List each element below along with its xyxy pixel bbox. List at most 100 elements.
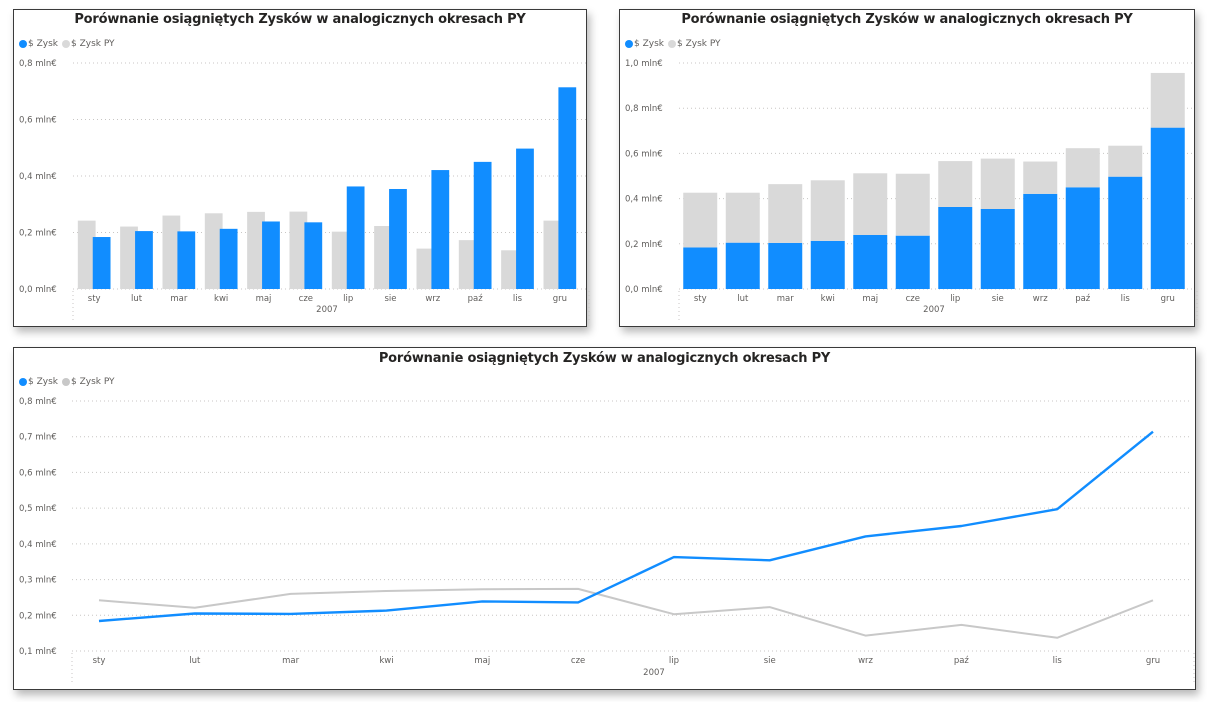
chart-plot: 0,0 mln€ 0,2 mln€ 0,4 mln€ 0,6 mln€ 0,8 mln€… xyxy=(19,59,590,321)
y-tick-label: 0,4 mln€ xyxy=(625,195,663,205)
bar-zysk-py xyxy=(980,158,1015,209)
legend-marker-zysk-py xyxy=(61,378,70,386)
legend-label: $ Zysk xyxy=(634,39,664,49)
y-tick-label: 0,7 mln€ xyxy=(19,433,57,443)
bar-zysk-py xyxy=(331,231,350,289)
bar-zysk xyxy=(1023,193,1058,289)
bar-zysk-py xyxy=(204,213,223,289)
bar-zysk-py xyxy=(162,215,181,289)
bar-zysk xyxy=(516,148,534,289)
x-tick-label: maj xyxy=(256,294,272,304)
chart-title: Porównanie osiągniętych Zysków w analogi… xyxy=(378,351,831,366)
x-tick-label: lut xyxy=(131,294,143,304)
bar-zysk-py xyxy=(1065,148,1100,188)
clustered-bar-chart-panel[interactable]: Porównanie osiągniętych Zysków w analogi… xyxy=(13,9,590,327)
legend-marker-zysk-py xyxy=(61,40,70,48)
legend-item-zysk-py[interactable]: $ Zysk PY xyxy=(61,39,115,49)
bar-zysk xyxy=(980,208,1015,289)
x-tick-label: wrz xyxy=(425,294,440,304)
bar-zysk xyxy=(346,186,365,289)
x-tick-label: kwi xyxy=(214,294,228,304)
x-tick-label: mar xyxy=(282,656,299,666)
y-tick-label: 0,8 mln€ xyxy=(19,59,57,69)
bar-zysk-py xyxy=(895,173,930,236)
bar-zysk-py xyxy=(247,211,265,289)
y-tick-label: 0,0 mln€ xyxy=(19,285,57,295)
x-axis-label: 2007 xyxy=(923,305,945,315)
x-tick-label: gru xyxy=(1146,656,1160,666)
y-tick-label: 0,8 mln€ xyxy=(19,397,57,407)
x-tick-label: cze xyxy=(906,294,920,304)
bar-zysk-py xyxy=(77,220,96,289)
y-tick-label: 0,6 mln€ xyxy=(19,116,57,126)
bar-zysk-py xyxy=(501,250,519,289)
legend-label: $ Zysk xyxy=(28,39,58,49)
bar-zysk xyxy=(177,231,196,289)
bar-zysk xyxy=(304,222,323,289)
x-tick-label: lut xyxy=(737,294,749,304)
bar-zysk-py xyxy=(853,173,888,235)
chart-title: Porównanie osiągniętych Zysków w analogi… xyxy=(74,12,526,27)
stacked-bar-chart-panel[interactable]: Porównanie osiągniętych Zysków w analogi… xyxy=(619,9,1198,327)
line-chart-panel[interactable]: Porównanie osiągniętych Zysków w analogi… xyxy=(13,347,1196,690)
y-tick-label: 0,6 mln€ xyxy=(625,149,663,159)
bar-zysk xyxy=(431,170,450,289)
bar-zysk xyxy=(92,237,111,289)
legend-item-zysk[interactable]: $ Zysk xyxy=(625,39,664,49)
x-tick-label: sie xyxy=(384,294,396,304)
bar-zysk xyxy=(725,242,760,289)
x-tick-label: sie xyxy=(764,656,776,666)
x-tick-label: paź xyxy=(468,294,484,304)
y-tick-label: 0,2 mln€ xyxy=(19,229,57,239)
legend-item-zysk-py[interactable]: $ Zysk PY xyxy=(61,377,115,387)
x-tick-label: wrz xyxy=(1033,294,1048,304)
bar-zysk xyxy=(1108,176,1143,289)
y-tick-label: 0,4 mln€ xyxy=(19,540,57,550)
x-tick-label: sty xyxy=(694,294,707,304)
chart-title: Porównanie osiągniętych Zysków w analogi… xyxy=(681,12,1133,27)
legend-item-zysk[interactable]: $ Zysk xyxy=(19,39,58,49)
bar-zysk xyxy=(768,242,803,289)
x-tick-label: cze xyxy=(571,656,585,666)
bar-zysk-py xyxy=(938,161,973,207)
bar-zysk-py xyxy=(289,211,308,289)
line-zysk-py xyxy=(98,587,1154,639)
y-tick-label: 0,2 mln€ xyxy=(625,240,663,250)
y-tick-label: 0,5 mln€ xyxy=(19,504,57,514)
bar-zysk-py xyxy=(1023,161,1058,194)
x-tick-label: kwi xyxy=(379,656,393,666)
legend-item-zysk[interactable]: $ Zysk xyxy=(19,377,58,387)
y-tick-label: 0,0 mln€ xyxy=(625,285,663,295)
bar-zysk-py xyxy=(1150,72,1185,128)
x-tick-label: kwi xyxy=(821,294,835,304)
legend-label: $ Zysk PY xyxy=(70,377,115,387)
bar-zysk xyxy=(389,188,407,289)
x-tick-label: mar xyxy=(170,294,187,304)
y-tick-label: 0,6 mln€ xyxy=(19,468,57,478)
bar-zysk-py xyxy=(810,180,845,241)
x-tick-label: lis xyxy=(1121,294,1131,304)
chart-plot: 0,0 mln€ 0,2 mln€ 0,4 mln€ 0,6 mln€ 0,8 mln€… xyxy=(625,59,1198,321)
chart-plot: 0,1 mln€ 0,2 mln€ 0,3 mln€ 0,4 mln€ 0,5 mln€… xyxy=(19,397,1195,683)
bar-zysk xyxy=(810,240,845,289)
legend-marker-zysk-py xyxy=(667,40,676,48)
y-tick-label: 0,4 mln€ xyxy=(19,172,57,182)
y-tick-label: 0,2 mln€ xyxy=(19,611,57,621)
y-tick-label: 0,3 mln€ xyxy=(19,576,57,586)
x-tick-label: cze xyxy=(299,294,313,304)
x-tick-label: paź xyxy=(954,656,970,666)
bar-zysk-py xyxy=(768,184,803,243)
bar-zysk xyxy=(938,206,973,289)
x-tick-label: maj xyxy=(862,294,878,304)
x-tick-label: maj xyxy=(474,656,490,666)
x-tick-label: sty xyxy=(88,294,101,304)
bar-zysk-py xyxy=(458,240,477,289)
x-tick-label: wrz xyxy=(858,656,873,666)
x-tick-label: lip xyxy=(950,294,960,304)
y-tick-label: 0,8 mln€ xyxy=(625,104,663,114)
x-tick-label: gru xyxy=(553,294,567,304)
bar-zysk-py xyxy=(683,192,718,248)
bar-zysk xyxy=(853,234,888,289)
bar-zysk xyxy=(1065,187,1100,289)
legend-item-zysk-py[interactable]: $ Zysk PY xyxy=(667,39,721,49)
